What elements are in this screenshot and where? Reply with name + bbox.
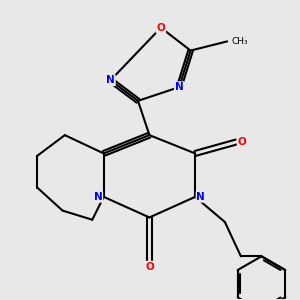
Text: N: N (196, 192, 205, 202)
Text: N: N (175, 82, 184, 92)
Text: O: O (157, 23, 165, 33)
Text: N: N (106, 75, 115, 85)
Text: CH₃: CH₃ (232, 37, 248, 46)
Text: N: N (94, 192, 102, 202)
Text: O: O (145, 262, 154, 272)
Text: O: O (238, 137, 246, 147)
